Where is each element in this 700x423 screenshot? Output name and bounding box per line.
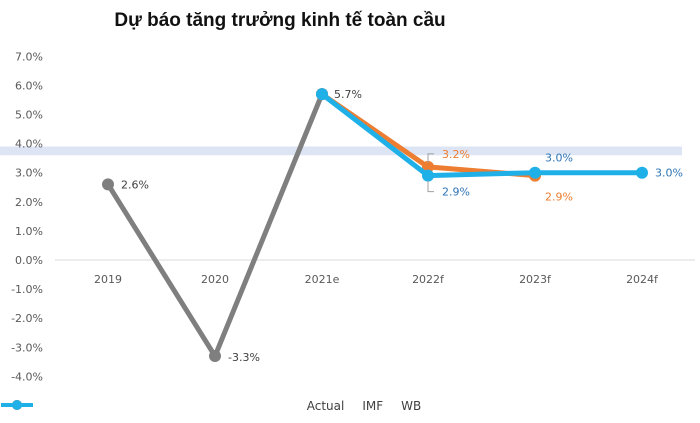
x-tick-label: 2023f [519,273,552,286]
y-tick-label: 5.0% [15,109,43,122]
actual-data-point[interactable] [209,350,221,363]
y-tick-label: 3.0% [15,167,43,180]
data-label: 2.9% [545,191,573,204]
data-label: 2.9% [442,186,470,199]
legend-item-imf[interactable]: IMF [1,399,384,413]
legend: Actual IMF WB [0,399,700,413]
legend-label: WB [401,399,422,413]
data-label: 3.2% [442,148,470,161]
actual-data-point[interactable] [102,178,114,191]
data-label: -3.3% [228,351,260,364]
actual-series-line [105,93,325,359]
y-tick-label: 0.0% [15,254,43,267]
x-tick-label: 2022f [412,273,445,286]
chart-title: Dự báo tăng trưởng kinh tế toàn cầu [114,10,446,31]
y-tick-label: 1.0% [15,225,43,238]
y-tick-label: 4.0% [15,138,43,151]
x-tick-label: 2020 [201,273,229,286]
y-tick-label: 6.0% [15,79,43,92]
legend-item-actual[interactable]: Actual [1,399,345,413]
y-tick-label: -2.0% [11,312,43,325]
data-label: 2.6% [121,178,149,191]
wb-data-point[interactable] [636,166,648,179]
wb-data-point[interactable] [529,166,541,179]
wb-series-line [320,92,642,179]
legend-item-wb[interactable]: WB [1,399,422,413]
y-tick-label: -4.0% [11,370,43,383]
data-label: 3.0% [545,152,573,165]
wb-data-point[interactable] [316,88,328,101]
legend-label: IMF [362,399,384,413]
highlight-band [0,146,682,156]
y-tick-label: -1.0% [11,283,43,296]
x-tick-label: 2021e [305,273,340,286]
wb-data-point[interactable] [422,169,434,182]
wb-line-marker-icon [1,400,33,410]
y-tick-label: 2.0% [15,196,43,209]
x-tick-label: 2024f [626,273,659,286]
data-label: 3.0% [655,167,683,180]
x-tick-label: 2019 [94,273,122,286]
data-label: 5.7% [334,88,362,101]
y-tick-label: -3.0% [11,341,43,354]
legend-label: Actual [306,399,345,413]
y-tick-label: 7.0% [15,50,43,63]
imf-data-point[interactable] [422,160,434,173]
